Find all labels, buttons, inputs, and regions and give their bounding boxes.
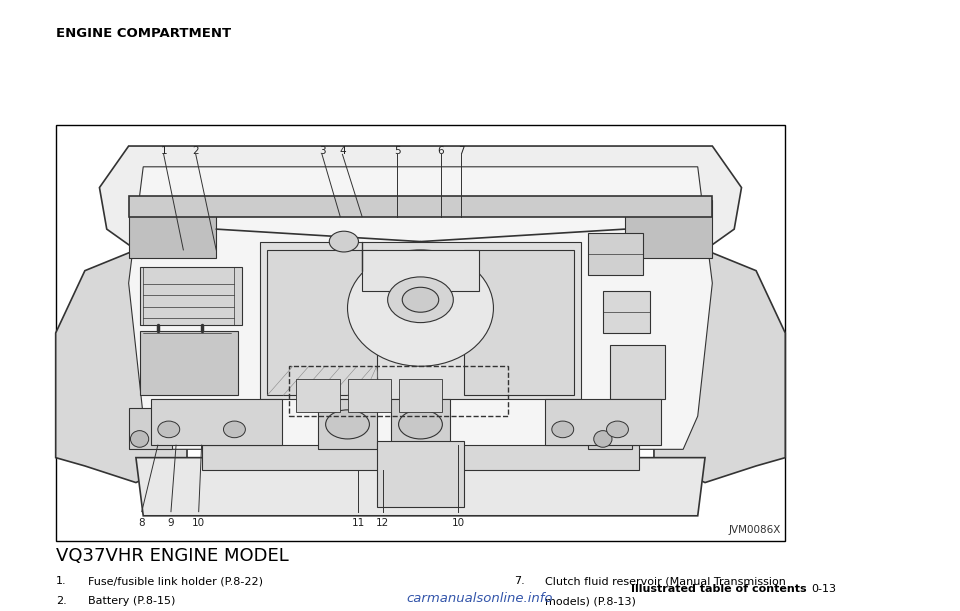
Text: 10: 10 [192,518,205,528]
Text: models) (P.8-13): models) (P.8-13) [545,596,636,606]
Ellipse shape [224,421,246,437]
Ellipse shape [157,421,180,437]
Text: Fuse/fusible link holder (P.8-22): Fuse/fusible link holder (P.8-22) [88,576,263,586]
Bar [611,345,665,400]
Text: 1: 1 [160,147,167,156]
Bar [139,331,238,395]
Ellipse shape [402,287,439,312]
Ellipse shape [398,410,443,439]
Polygon shape [654,250,785,483]
Bar [362,250,479,291]
Polygon shape [267,250,376,395]
Bar [625,200,712,258]
Bar [588,416,632,449]
Text: 9: 9 [168,518,175,528]
Polygon shape [260,241,581,400]
Text: 2.: 2. [56,596,66,606]
Bar [202,445,639,470]
Bar [398,379,443,412]
Text: carmanualsonline.info: carmanualsonline.info [407,592,553,605]
Text: 1.: 1. [56,576,66,586]
Polygon shape [100,146,741,250]
Text: 8: 8 [138,518,145,528]
Bar [129,196,712,217]
Text: 12: 12 [376,518,389,528]
Text: JVM0086X: JVM0086X [729,525,781,535]
Polygon shape [56,250,187,483]
Text: 7: 7 [458,147,465,156]
Bar [348,379,392,412]
Bar [588,233,643,275]
Bar [297,379,340,412]
Bar [139,266,242,324]
Bar [129,408,173,449]
Ellipse shape [329,231,358,252]
Text: 0-13: 0-13 [811,584,836,594]
Text: Illustrated table of contents: Illustrated table of contents [631,584,806,594]
Bar [289,366,508,416]
Ellipse shape [552,421,574,437]
Text: 4: 4 [339,147,346,156]
Bar [56,125,785,541]
Bar [319,400,376,449]
Ellipse shape [593,431,612,447]
Text: VQ37VHR ENGINE MODEL: VQ37VHR ENGINE MODEL [56,547,288,565]
Polygon shape [129,167,712,449]
Polygon shape [465,250,574,395]
Bar [603,291,650,333]
Text: 6: 6 [438,147,444,156]
Text: 7.: 7. [514,576,524,586]
Ellipse shape [325,410,370,439]
Ellipse shape [348,250,493,366]
Bar [376,441,465,508]
Bar [129,200,216,258]
Text: 5: 5 [394,147,400,156]
Ellipse shape [607,421,629,437]
Bar [151,400,282,445]
Text: 2: 2 [192,147,199,156]
Bar [544,400,661,445]
Text: 11: 11 [351,518,365,528]
Text: ENGINE COMPARTMENT: ENGINE COMPARTMENT [56,27,230,40]
Text: Clutch fluid reservoir (Manual Transmission: Clutch fluid reservoir (Manual Transmiss… [545,576,786,586]
Ellipse shape [388,277,453,323]
Text: 3: 3 [319,147,325,156]
Ellipse shape [131,431,149,447]
Text: 10: 10 [452,518,465,528]
Text: Battery (P.8-15): Battery (P.8-15) [88,596,176,606]
Bar [392,400,449,449]
Polygon shape [136,458,705,516]
